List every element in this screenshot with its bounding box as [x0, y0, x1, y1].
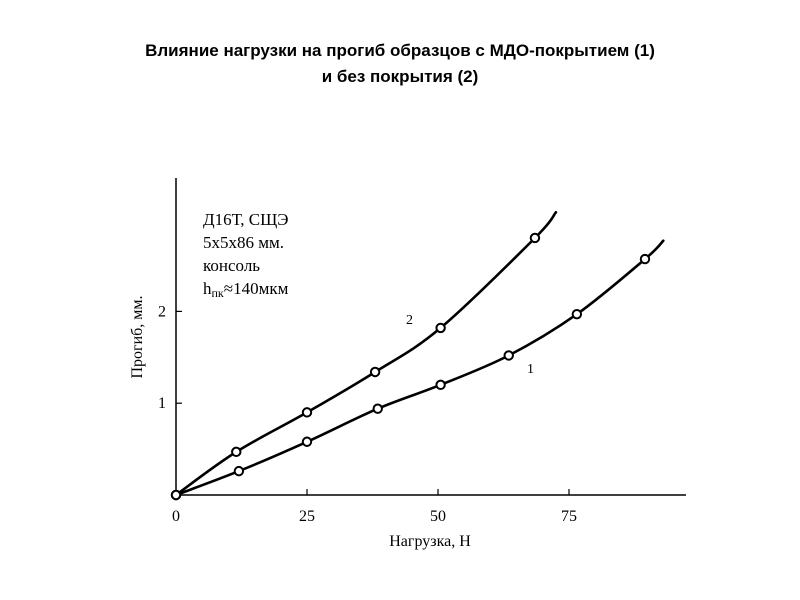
ticks: 0 25 50 75 1 2 [158, 303, 577, 525]
x-tick-label: 75 [561, 508, 577, 525]
data-point-2 [301, 407, 313, 418]
y-axis-label: Прогиб, мм. [129, 295, 146, 378]
h-symbol: h [203, 279, 212, 298]
data-point-1 [372, 403, 383, 414]
y-tick-label: 1 [158, 395, 166, 412]
annotation: Д16Т, СЩЭ 5x5x86 мм. консоль hпк≈140мкм [203, 210, 289, 300]
title-line-1: Влияние нагрузки на прогиб образцов с МД… [145, 41, 655, 60]
annotation-line-2: 5x5x86 мм. [203, 233, 284, 252]
x-tick-label: 25 [299, 508, 315, 525]
data-point-1 [435, 379, 446, 391]
title-line-2: и без покрытия (2) [321, 67, 479, 86]
series-label-1: 1 [527, 362, 534, 377]
annotation-line-3: консоль [203, 256, 260, 275]
data-point-2 [369, 366, 381, 378]
data-point-1 [639, 253, 651, 265]
y-tick-label: 2 [158, 303, 166, 320]
series-label-2: 2 [406, 313, 413, 328]
curves [174, 211, 665, 497]
data-point-2 [231, 446, 242, 458]
data-point-2 [435, 322, 446, 334]
x-tick-label: 0 [172, 508, 180, 525]
annotation-line-4: hпк≈140мкм [203, 279, 289, 300]
data-point-1 [301, 436, 313, 447]
data-point-2 [529, 232, 541, 244]
x-axis-label: Нагрузка, Н [389, 533, 471, 550]
data-point-1 [233, 465, 245, 477]
data-point-2 [170, 489, 182, 501]
data-point-1 [571, 308, 583, 320]
axes [175, 178, 686, 496]
data-point-1 [503, 350, 514, 361]
markers [170, 232, 651, 501]
annotation-line-1: Д16Т, СЩЭ [203, 210, 289, 229]
x-tick-label: 50 [430, 508, 446, 525]
h-subscript: пк [212, 286, 224, 300]
h-value: ≈140мкм [224, 279, 289, 298]
page-title: Влияние нагрузки на прогиб образцов с МД… [0, 38, 800, 90]
